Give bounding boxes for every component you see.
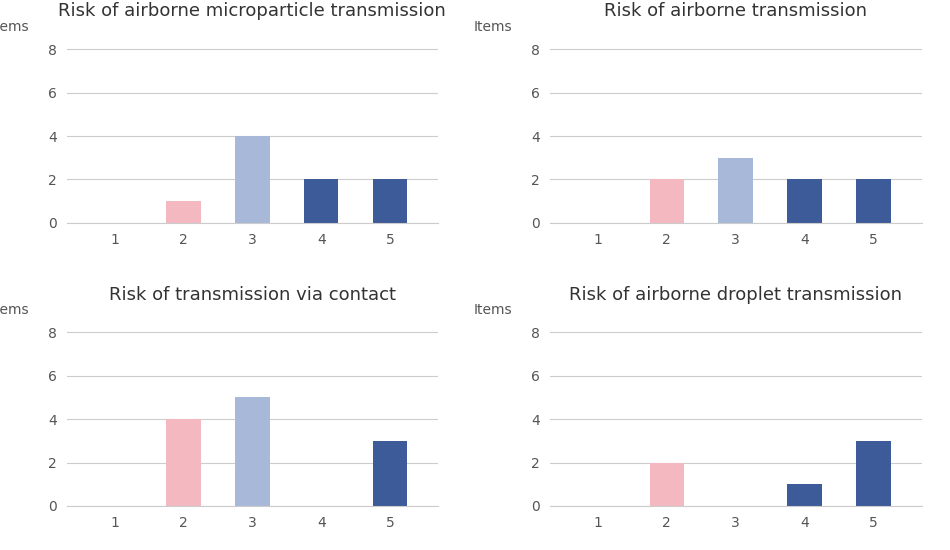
- Bar: [372, 179, 408, 223]
- Y-axis label: Items: Items: [0, 303, 29, 317]
- Bar: [788, 485, 822, 506]
- Bar: [166, 201, 200, 223]
- Bar: [372, 441, 408, 506]
- Title: Risk of airborne microparticle transmission: Risk of airborne microparticle transmiss…: [59, 2, 446, 20]
- Title: Risk of transmission via contact: Risk of transmission via contact: [109, 285, 396, 304]
- Bar: [788, 179, 822, 223]
- Bar: [236, 398, 270, 506]
- Bar: [650, 179, 684, 223]
- Title: Risk of airborne transmission: Risk of airborne transmission: [604, 2, 867, 20]
- Y-axis label: Items: Items: [474, 20, 513, 34]
- Bar: [166, 419, 200, 506]
- Bar: [304, 179, 338, 223]
- Title: Risk of airborne droplet transmission: Risk of airborne droplet transmission: [569, 285, 902, 304]
- Y-axis label: Items: Items: [474, 303, 513, 317]
- Y-axis label: Items: Items: [0, 20, 29, 34]
- Bar: [856, 179, 890, 223]
- Bar: [236, 136, 270, 223]
- Bar: [650, 463, 684, 506]
- Bar: [856, 441, 890, 506]
- Bar: [718, 158, 752, 223]
